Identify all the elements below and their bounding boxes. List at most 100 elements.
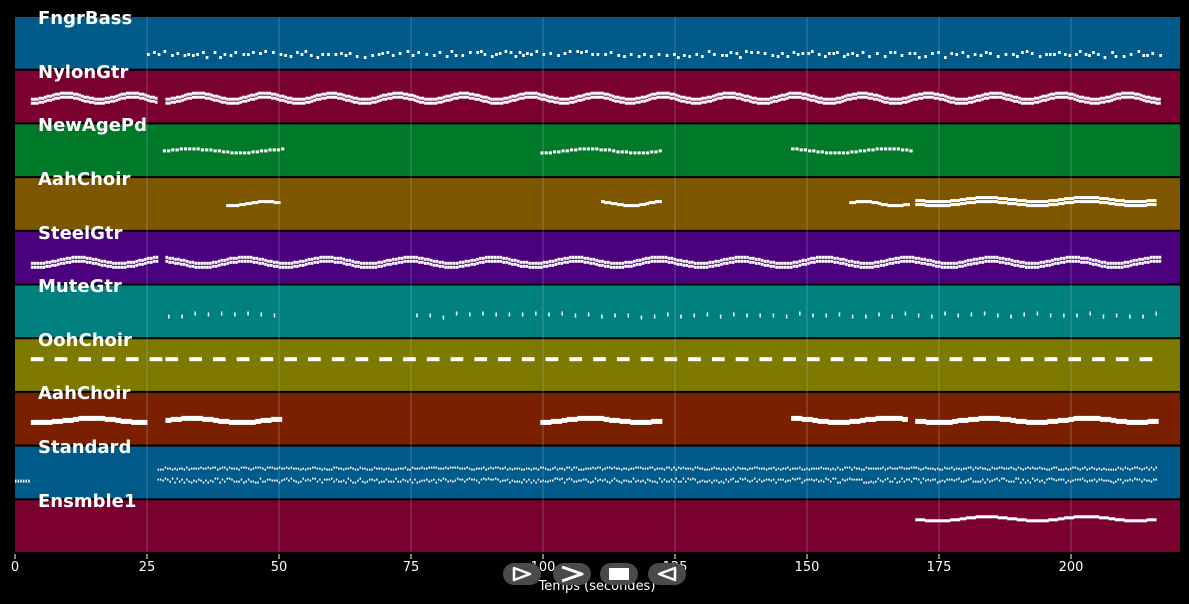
note [371, 96, 375, 100]
note [307, 467, 309, 470]
note [877, 202, 882, 206]
note [433, 478, 435, 481]
note [928, 95, 932, 99]
note [1043, 481, 1046, 484]
rewind-button[interactable] [648, 563, 686, 585]
note [197, 467, 200, 470]
note [345, 98, 348, 102]
stop-icon [609, 568, 629, 580]
note [463, 91, 467, 95]
note [1084, 96, 1087, 100]
track-label-standard: Standard [38, 437, 132, 458]
note [301, 259, 305, 263]
note [51, 97, 55, 101]
note [714, 259, 717, 263]
note [926, 258, 929, 262]
note [250, 480, 252, 483]
note [977, 480, 979, 483]
note [645, 94, 649, 98]
note [1100, 416, 1106, 422]
note [891, 415, 898, 421]
note [380, 467, 383, 470]
note [1083, 200, 1087, 204]
note [211, 260, 215, 264]
note [233, 480, 236, 483]
note [656, 259, 659, 263]
note [990, 259, 993, 263]
note [854, 92, 858, 96]
note [1022, 468, 1024, 471]
note [688, 55, 691, 58]
note [1075, 53, 1078, 56]
note [269, 478, 271, 481]
note [572, 259, 575, 263]
note [542, 53, 546, 56]
note [389, 92, 393, 96]
note [906, 478, 908, 481]
note [997, 357, 1010, 362]
note [228, 101, 232, 105]
note [248, 202, 253, 206]
note [578, 479, 580, 482]
note [592, 261, 596, 265]
note [997, 91, 1000, 95]
note [931, 91, 934, 95]
note [366, 468, 369, 471]
note [350, 99, 353, 103]
note [418, 256, 421, 260]
note [480, 467, 483, 470]
note [513, 262, 517, 266]
note [855, 54, 859, 57]
note [849, 201, 853, 205]
note [763, 259, 767, 263]
note [1076, 98, 1079, 102]
note [1013, 259, 1017, 263]
note [543, 260, 546, 264]
note [475, 479, 478, 482]
note [647, 256, 651, 260]
note [416, 467, 419, 470]
note [360, 261, 363, 265]
stop-button[interactable] [600, 563, 638, 585]
note [319, 255, 323, 259]
note [1092, 51, 1095, 54]
note [663, 468, 666, 471]
note [1121, 95, 1124, 99]
note [1102, 201, 1106, 205]
note [521, 468, 523, 471]
note [978, 515, 983, 519]
note [933, 96, 937, 100]
note [993, 259, 996, 263]
note [836, 51, 839, 54]
note [511, 468, 514, 471]
note [502, 256, 505, 260]
track-lane [15, 339, 1180, 391]
note [1034, 96, 1037, 100]
note [264, 468, 266, 471]
note [807, 52, 811, 55]
note [361, 467, 364, 470]
fast-forward-button[interactable] [553, 563, 591, 585]
note [445, 466, 447, 469]
note [931, 204, 935, 208]
note [1067, 468, 1070, 471]
note [994, 91, 998, 95]
note [645, 419, 652, 425]
note [734, 259, 738, 263]
note [30, 261, 34, 265]
note [406, 50, 410, 53]
track-label-mutegtr: MuteGtr [38, 276, 122, 297]
note [163, 50, 167, 53]
note [1115, 313, 1118, 318]
note [785, 96, 789, 100]
note [661, 480, 663, 483]
note [962, 202, 967, 206]
note [499, 480, 502, 483]
note [618, 261, 622, 265]
play-button[interactable] [503, 563, 541, 585]
note [429, 258, 433, 262]
note [975, 515, 980, 519]
note [268, 95, 272, 99]
note [553, 150, 557, 154]
note [141, 92, 145, 96]
